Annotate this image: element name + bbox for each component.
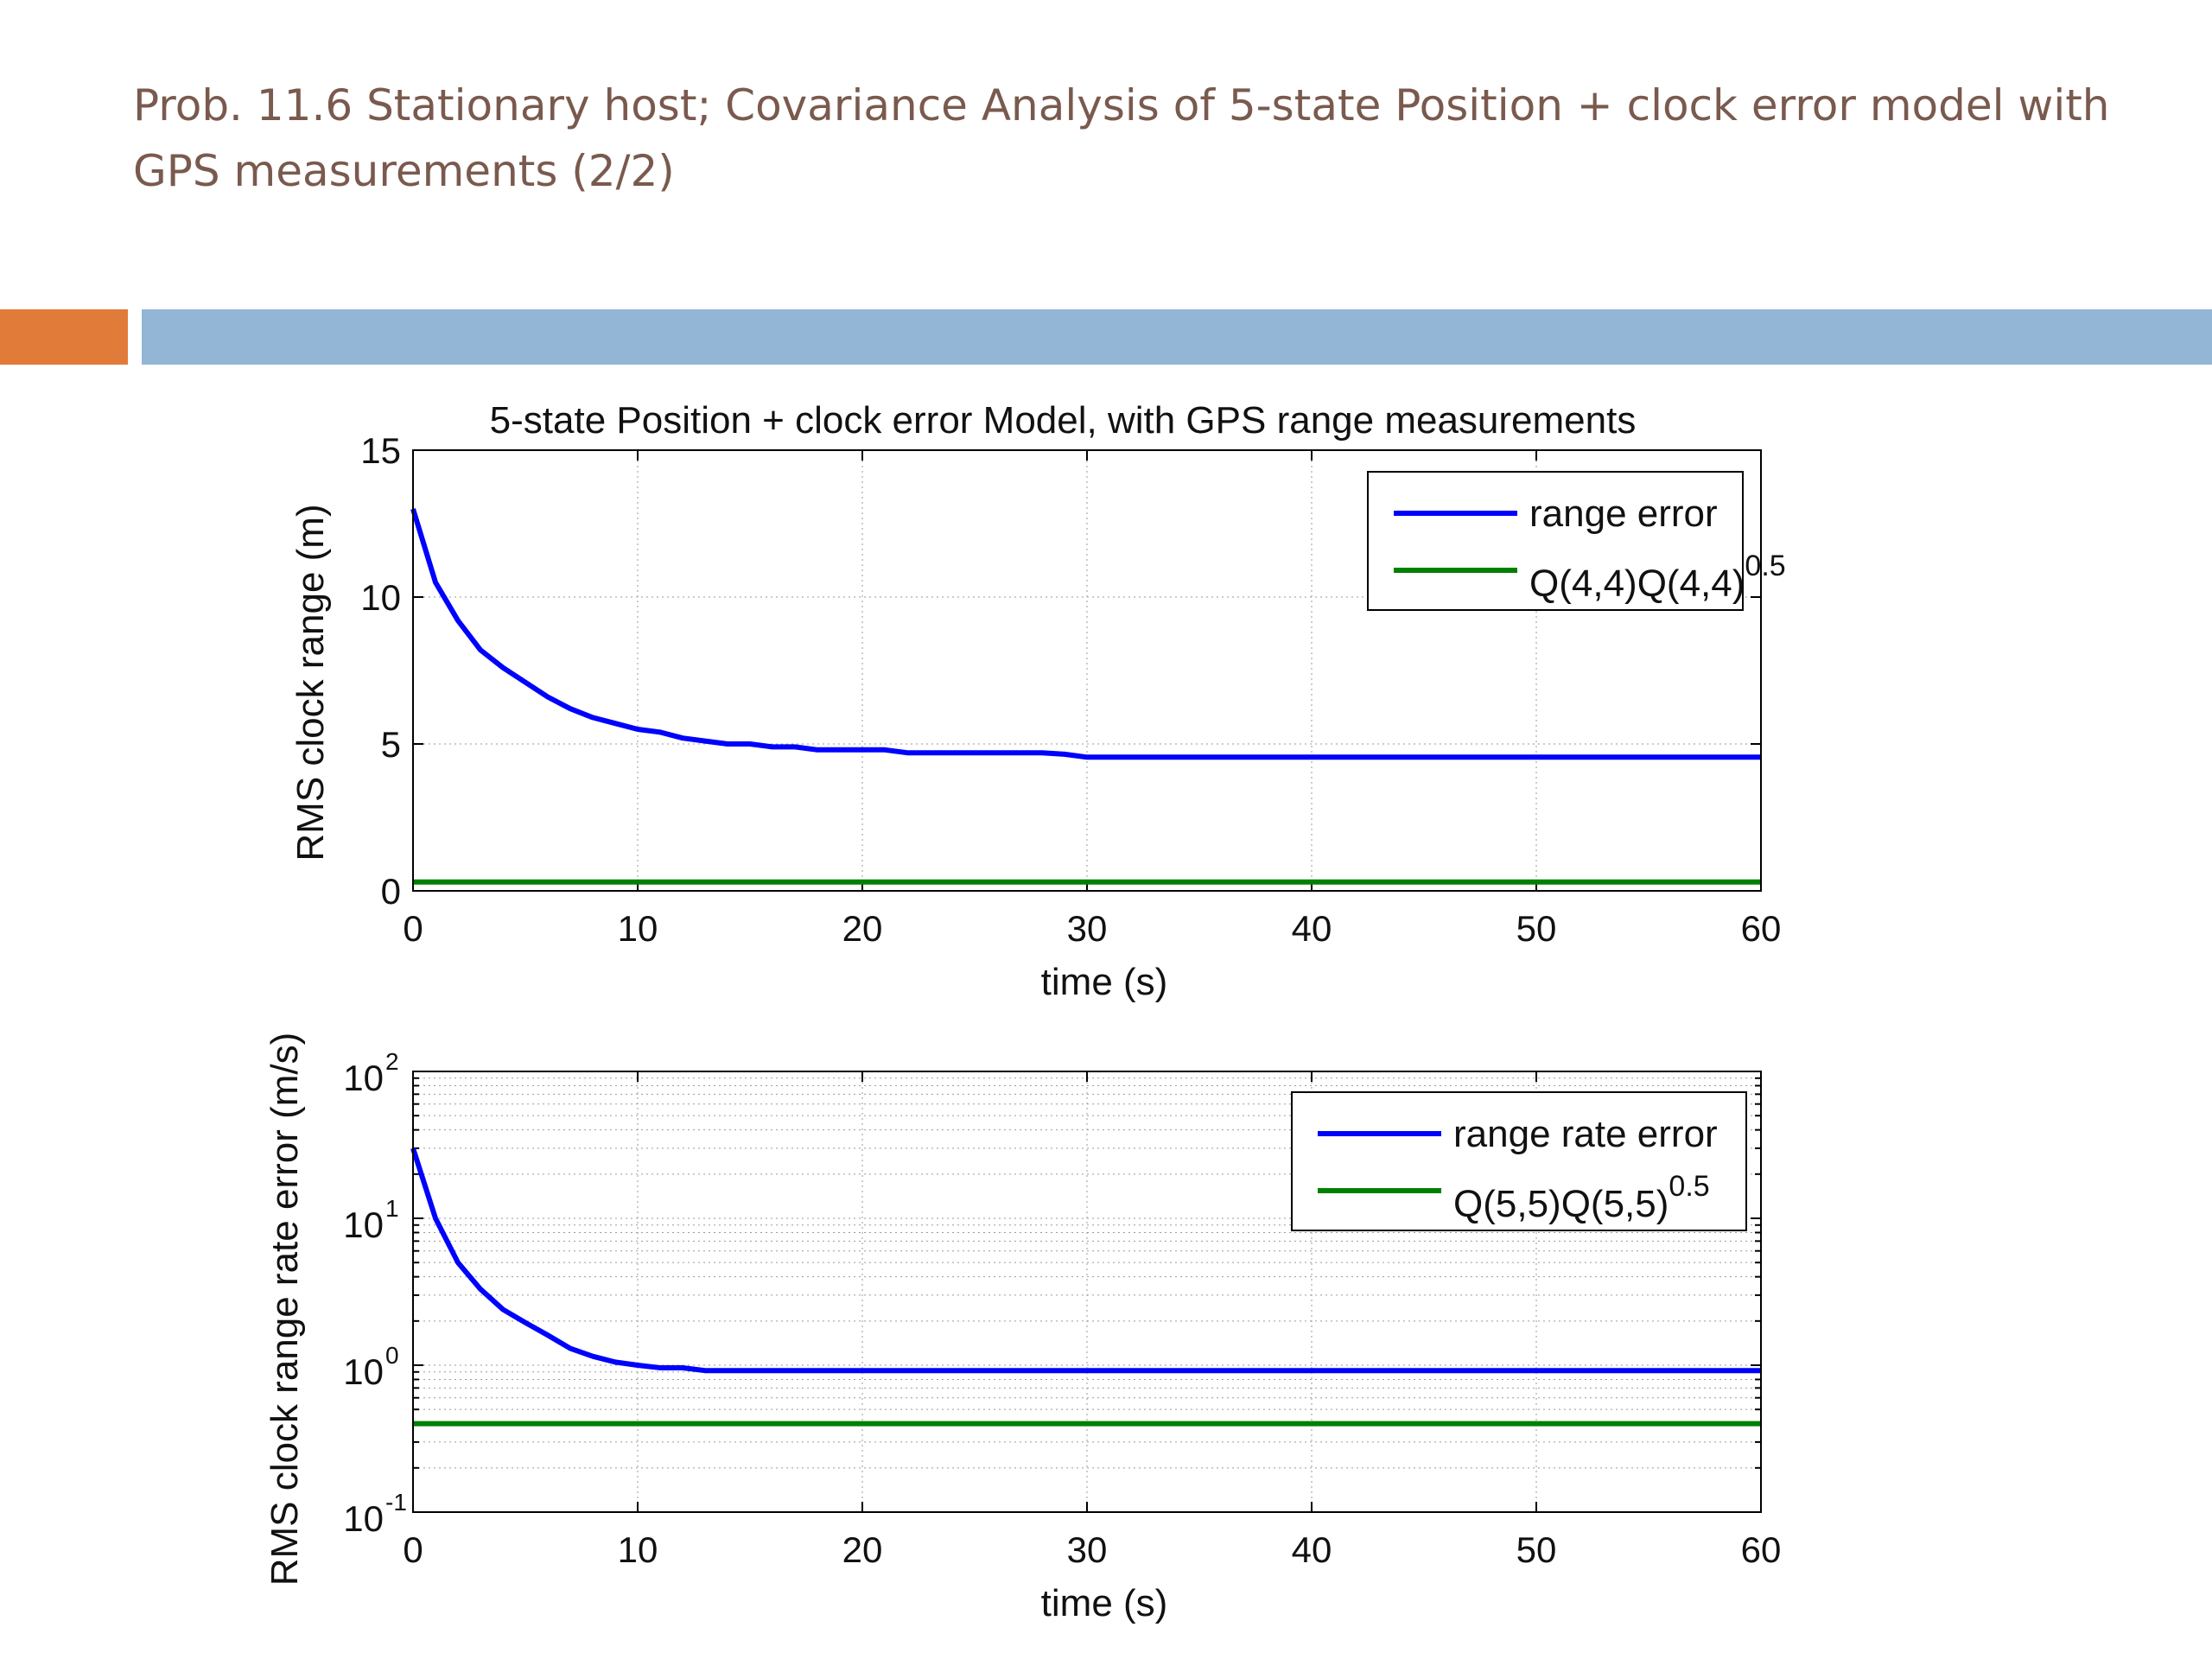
x-tick-label-4: 40	[1292, 908, 1332, 949]
y-tick-label-3: 15	[360, 430, 401, 471]
x-tick-label-0: 0	[403, 908, 423, 949]
slide-title: Prob. 11.6 Stationary host; Covariance A…	[133, 80, 2110, 196]
y-tick-label-2: 10	[343, 1205, 384, 1245]
x-tick-label-2: 20	[842, 908, 883, 949]
x-axis-label: time (s)	[1041, 1582, 1168, 1624]
y-tick-label-1: 5	[381, 724, 401, 765]
legend-label-1: range rate error	[1453, 1113, 1718, 1155]
y-tick-label-0: 10	[343, 1498, 384, 1539]
x-tick-label-0: 0	[403, 1529, 423, 1570]
legend-label-1: range error	[1529, 493, 1718, 535]
y-tick-exponent-2: 1	[385, 1195, 399, 1222]
series-line-1	[410, 508, 1761, 760]
axes-box	[412, 1071, 1762, 1513]
x-tick-label-5: 50	[1516, 1529, 1557, 1570]
chart-1: 0 10 20 30 40 50 60 0 5 10 15 5-state Position + cl…	[289, 399, 1786, 1003]
x-tick-label-5: 50	[1516, 908, 1557, 949]
x-tick-label-2: 20	[842, 1529, 883, 1570]
x-tick-label-4: 40	[1292, 1529, 1332, 1570]
x-tick-label-6: 60	[1741, 908, 1782, 949]
legend-label-exponent-2: 0.5	[1745, 550, 1785, 582]
y-tick-exponent-3: 2	[385, 1048, 399, 1075]
y-tick-exponent-0: -1	[385, 1489, 407, 1516]
x-axis-label: time (s)	[1041, 961, 1168, 1003]
y-tick-label-0: 0	[381, 871, 401, 912]
x-tick-label-1: 10	[618, 908, 658, 949]
series-line-1	[410, 1147, 1761, 1374]
y-tick-label-1: 10	[343, 1351, 384, 1392]
chart-title: 5-state Position + clock error Model, wi…	[490, 399, 1637, 442]
x-tick-label-3: 30	[1067, 908, 1108, 949]
accent-bar-orange	[0, 309, 128, 365]
axes-box	[412, 449, 1762, 892]
y-axis-label: RMS clock range rate error (m/s)	[264, 1033, 306, 1586]
x-tick-label-1: 10	[618, 1529, 658, 1570]
y-tick-label-3: 10	[343, 1058, 384, 1098]
legend-box	[1367, 471, 1744, 611]
y-tick-exponent-1: 0	[385, 1342, 399, 1369]
accent-bar-blue	[142, 309, 2212, 365]
x-tick-label-6: 60	[1741, 1529, 1782, 1570]
x-tick-label-3: 30	[1067, 1529, 1108, 1570]
y-tick-label-2: 10	[360, 577, 401, 618]
y-axis-label: RMS clock range (m)	[289, 504, 332, 861]
legend-label-exponent-2: 0.5	[1669, 1170, 1709, 1203]
legend-box	[1291, 1091, 1747, 1231]
